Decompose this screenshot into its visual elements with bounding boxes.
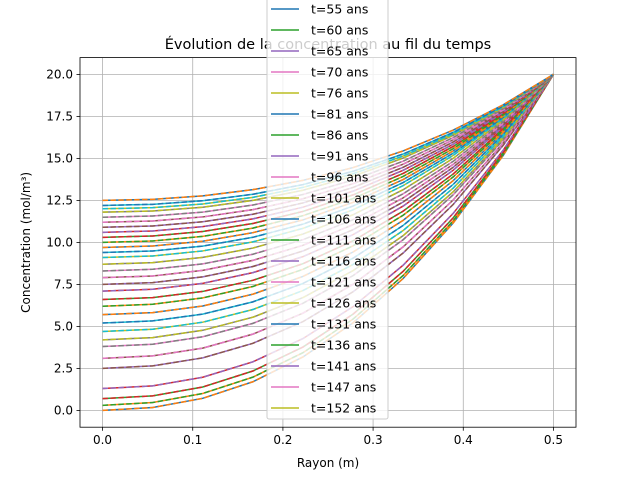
- concentration-line-dashed: [102, 73, 554, 202]
- legend-label: t=70 ans: [311, 65, 368, 80]
- concentration-line-dashed: [102, 73, 554, 213]
- axis-ticks: 0.0 0.1 0.2 0.3 0.4 0.5 0.0 2.5 5.0 7.5 10.0 12.5 15…: [46, 68, 563, 448]
- legend-label: t=101 ans: [311, 191, 376, 206]
- concentration-line-dashed: [102, 73, 555, 341]
- legend-label: t=91 ans: [311, 149, 368, 164]
- y-tick-label: 2.5: [54, 362, 73, 376]
- legend-label: t=76 ans: [311, 86, 368, 101]
- concentration-line-dashed: [102, 73, 555, 370]
- y-tick-label: 17.5: [46, 110, 73, 124]
- x-tick-label: 0.5: [544, 433, 563, 447]
- x-tick-label: 0.4: [454, 433, 473, 447]
- legend-label: t=55 ans: [311, 2, 368, 17]
- legend-label: t=136 ans: [311, 338, 376, 353]
- legend-label: t=141 ans: [311, 359, 376, 374]
- legend-label: t=111 ans: [311, 233, 376, 248]
- concentration-line-dashed: [102, 73, 554, 239]
- x-axis-label: Rayon (m): [297, 456, 359, 470]
- legend-label: t=96 ans: [311, 170, 368, 185]
- y-tick-label: 15.0: [46, 152, 73, 166]
- legend-label: t=147 ans: [311, 380, 376, 395]
- legend-box: [266, 0, 389, 420]
- y-tick-label: 5.0: [54, 320, 73, 334]
- legend-label: t=65 ans: [311, 44, 368, 59]
- legend-label: t=116 ans: [311, 254, 376, 269]
- x-tick-label: 0.0: [93, 433, 112, 447]
- x-tick-label: 0.1: [183, 433, 202, 447]
- x-tick-label: 0.2: [273, 433, 292, 447]
- concentration-line-dashed: [102, 73, 554, 223]
- concentration-line-dashed: [102, 73, 554, 207]
- x-tick-label: 0.3: [364, 433, 383, 447]
- y-tick-label: 10.0: [46, 236, 73, 250]
- legend: t=55 ans t=60 ans t=65 ans t=70 ans t=76 ans…: [266, 0, 389, 420]
- y-tick-label: 7.5: [54, 278, 73, 292]
- y-tick-label: 0.0: [54, 404, 73, 418]
- concentration-line-dashed: [102, 73, 554, 210]
- concentration-line-dashed: [102, 73, 554, 234]
- legend-label: t=152 ans: [311, 401, 376, 416]
- y-axis-label: Concentration (mol/m³): [19, 172, 33, 313]
- legend-label: t=81 ans: [311, 107, 368, 122]
- legend-label: t=106 ans: [311, 212, 376, 227]
- y-tick-label: 12.5: [46, 194, 73, 208]
- concentration-line-dashed: [102, 73, 555, 348]
- legend-label: t=60 ans: [311, 23, 368, 38]
- legend-label: t=126 ans: [311, 296, 376, 311]
- legend-label: t=121 ans: [311, 275, 376, 290]
- concentration-line-dashed: [102, 73, 554, 218]
- concentration-line-dashed: [102, 73, 554, 229]
- concentration-line-dashed: [102, 73, 555, 360]
- legend-label: t=131 ans: [311, 317, 376, 332]
- y-tick-label: 20.0: [46, 68, 73, 82]
- legend-label: t=86 ans: [311, 128, 368, 143]
